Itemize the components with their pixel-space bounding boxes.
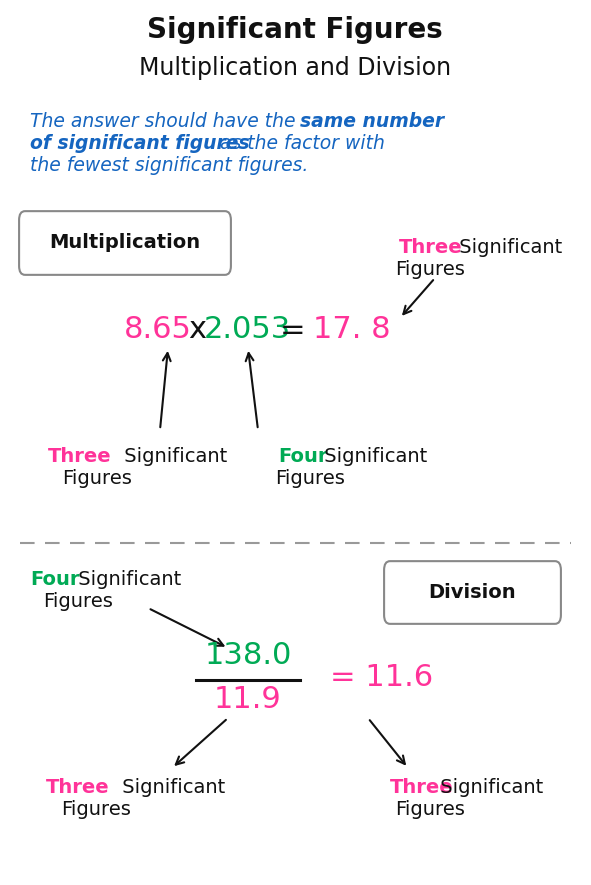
Text: Significant: Significant [116,778,225,797]
Text: 8.65: 8.65 [124,315,192,344]
Text: 2.053: 2.053 [203,315,291,344]
Text: the fewest significant figures.: the fewest significant figures. [30,156,309,175]
Text: Significant: Significant [318,447,427,466]
Text: Four: Four [30,570,80,589]
Text: Figures: Figures [61,800,131,819]
Text: 11.9: 11.9 [214,686,282,714]
Text: = 11.6: = 11.6 [330,664,433,692]
Text: Figures: Figures [275,469,345,488]
Text: Three: Three [48,447,112,466]
Text: same number: same number [300,112,444,131]
Text: =: = [280,315,306,344]
Text: as the factor with: as the factor with [214,134,385,153]
FancyBboxPatch shape [384,561,561,624]
Text: Figures: Figures [43,592,113,611]
Text: Significant: Significant [453,238,562,257]
Text: Figures: Figures [395,800,465,819]
Text: Multiplication and Division: Multiplication and Division [139,56,451,80]
Text: Significant: Significant [118,447,228,466]
Text: of significant figures: of significant figures [30,134,249,153]
Text: Multiplication: Multiplication [50,234,200,252]
Text: Figures: Figures [395,260,465,279]
Text: Three: Three [46,778,110,797]
Text: Significant: Significant [72,570,181,589]
Text: Three: Three [399,238,463,257]
Text: x: x [188,315,206,344]
Text: 17. 8: 17. 8 [313,315,391,344]
Text: Significant Figures: Significant Figures [147,16,443,44]
Text: The answer should have the: The answer should have the [30,112,301,131]
Text: Significant: Significant [434,778,543,797]
Text: Division: Division [428,582,516,602]
Text: Figures: Figures [62,469,132,488]
Text: 138.0: 138.0 [204,642,292,671]
Text: Four: Four [278,447,327,466]
FancyBboxPatch shape [19,212,231,275]
Text: Three: Three [390,778,454,797]
